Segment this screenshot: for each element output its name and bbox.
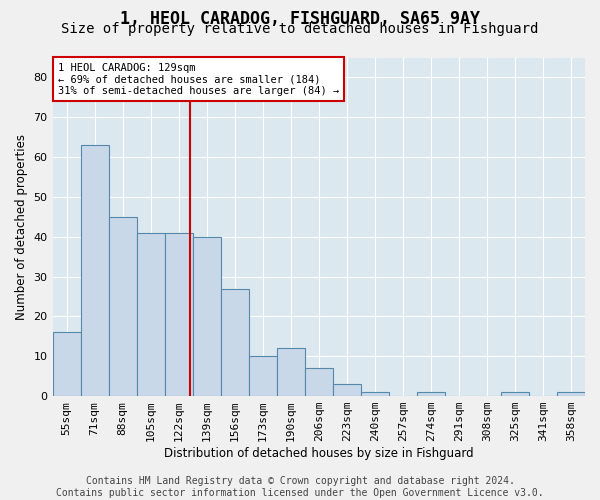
- Bar: [137, 233, 164, 396]
- Bar: [361, 392, 389, 396]
- Bar: [333, 384, 361, 396]
- Bar: [417, 392, 445, 396]
- X-axis label: Distribution of detached houses by size in Fishguard: Distribution of detached houses by size …: [164, 447, 473, 460]
- Text: 1 HEOL CARADOG: 129sqm
← 69% of detached houses are smaller (184)
31% of semi-de: 1 HEOL CARADOG: 129sqm ← 69% of detached…: [58, 62, 339, 96]
- Bar: [164, 233, 193, 396]
- Bar: [501, 392, 529, 396]
- Bar: [109, 217, 137, 396]
- Bar: [221, 288, 249, 396]
- Bar: [193, 237, 221, 396]
- Text: Size of property relative to detached houses in Fishguard: Size of property relative to detached ho…: [61, 22, 539, 36]
- Bar: [53, 332, 80, 396]
- Bar: [277, 348, 305, 396]
- Text: Contains HM Land Registry data © Crown copyright and database right 2024.
Contai: Contains HM Land Registry data © Crown c…: [56, 476, 544, 498]
- Y-axis label: Number of detached properties: Number of detached properties: [15, 134, 28, 320]
- Text: 1, HEOL CARADOG, FISHGUARD, SA65 9AY: 1, HEOL CARADOG, FISHGUARD, SA65 9AY: [120, 10, 480, 28]
- Bar: [305, 368, 333, 396]
- Bar: [80, 145, 109, 396]
- Bar: [557, 392, 585, 396]
- Bar: [249, 356, 277, 396]
